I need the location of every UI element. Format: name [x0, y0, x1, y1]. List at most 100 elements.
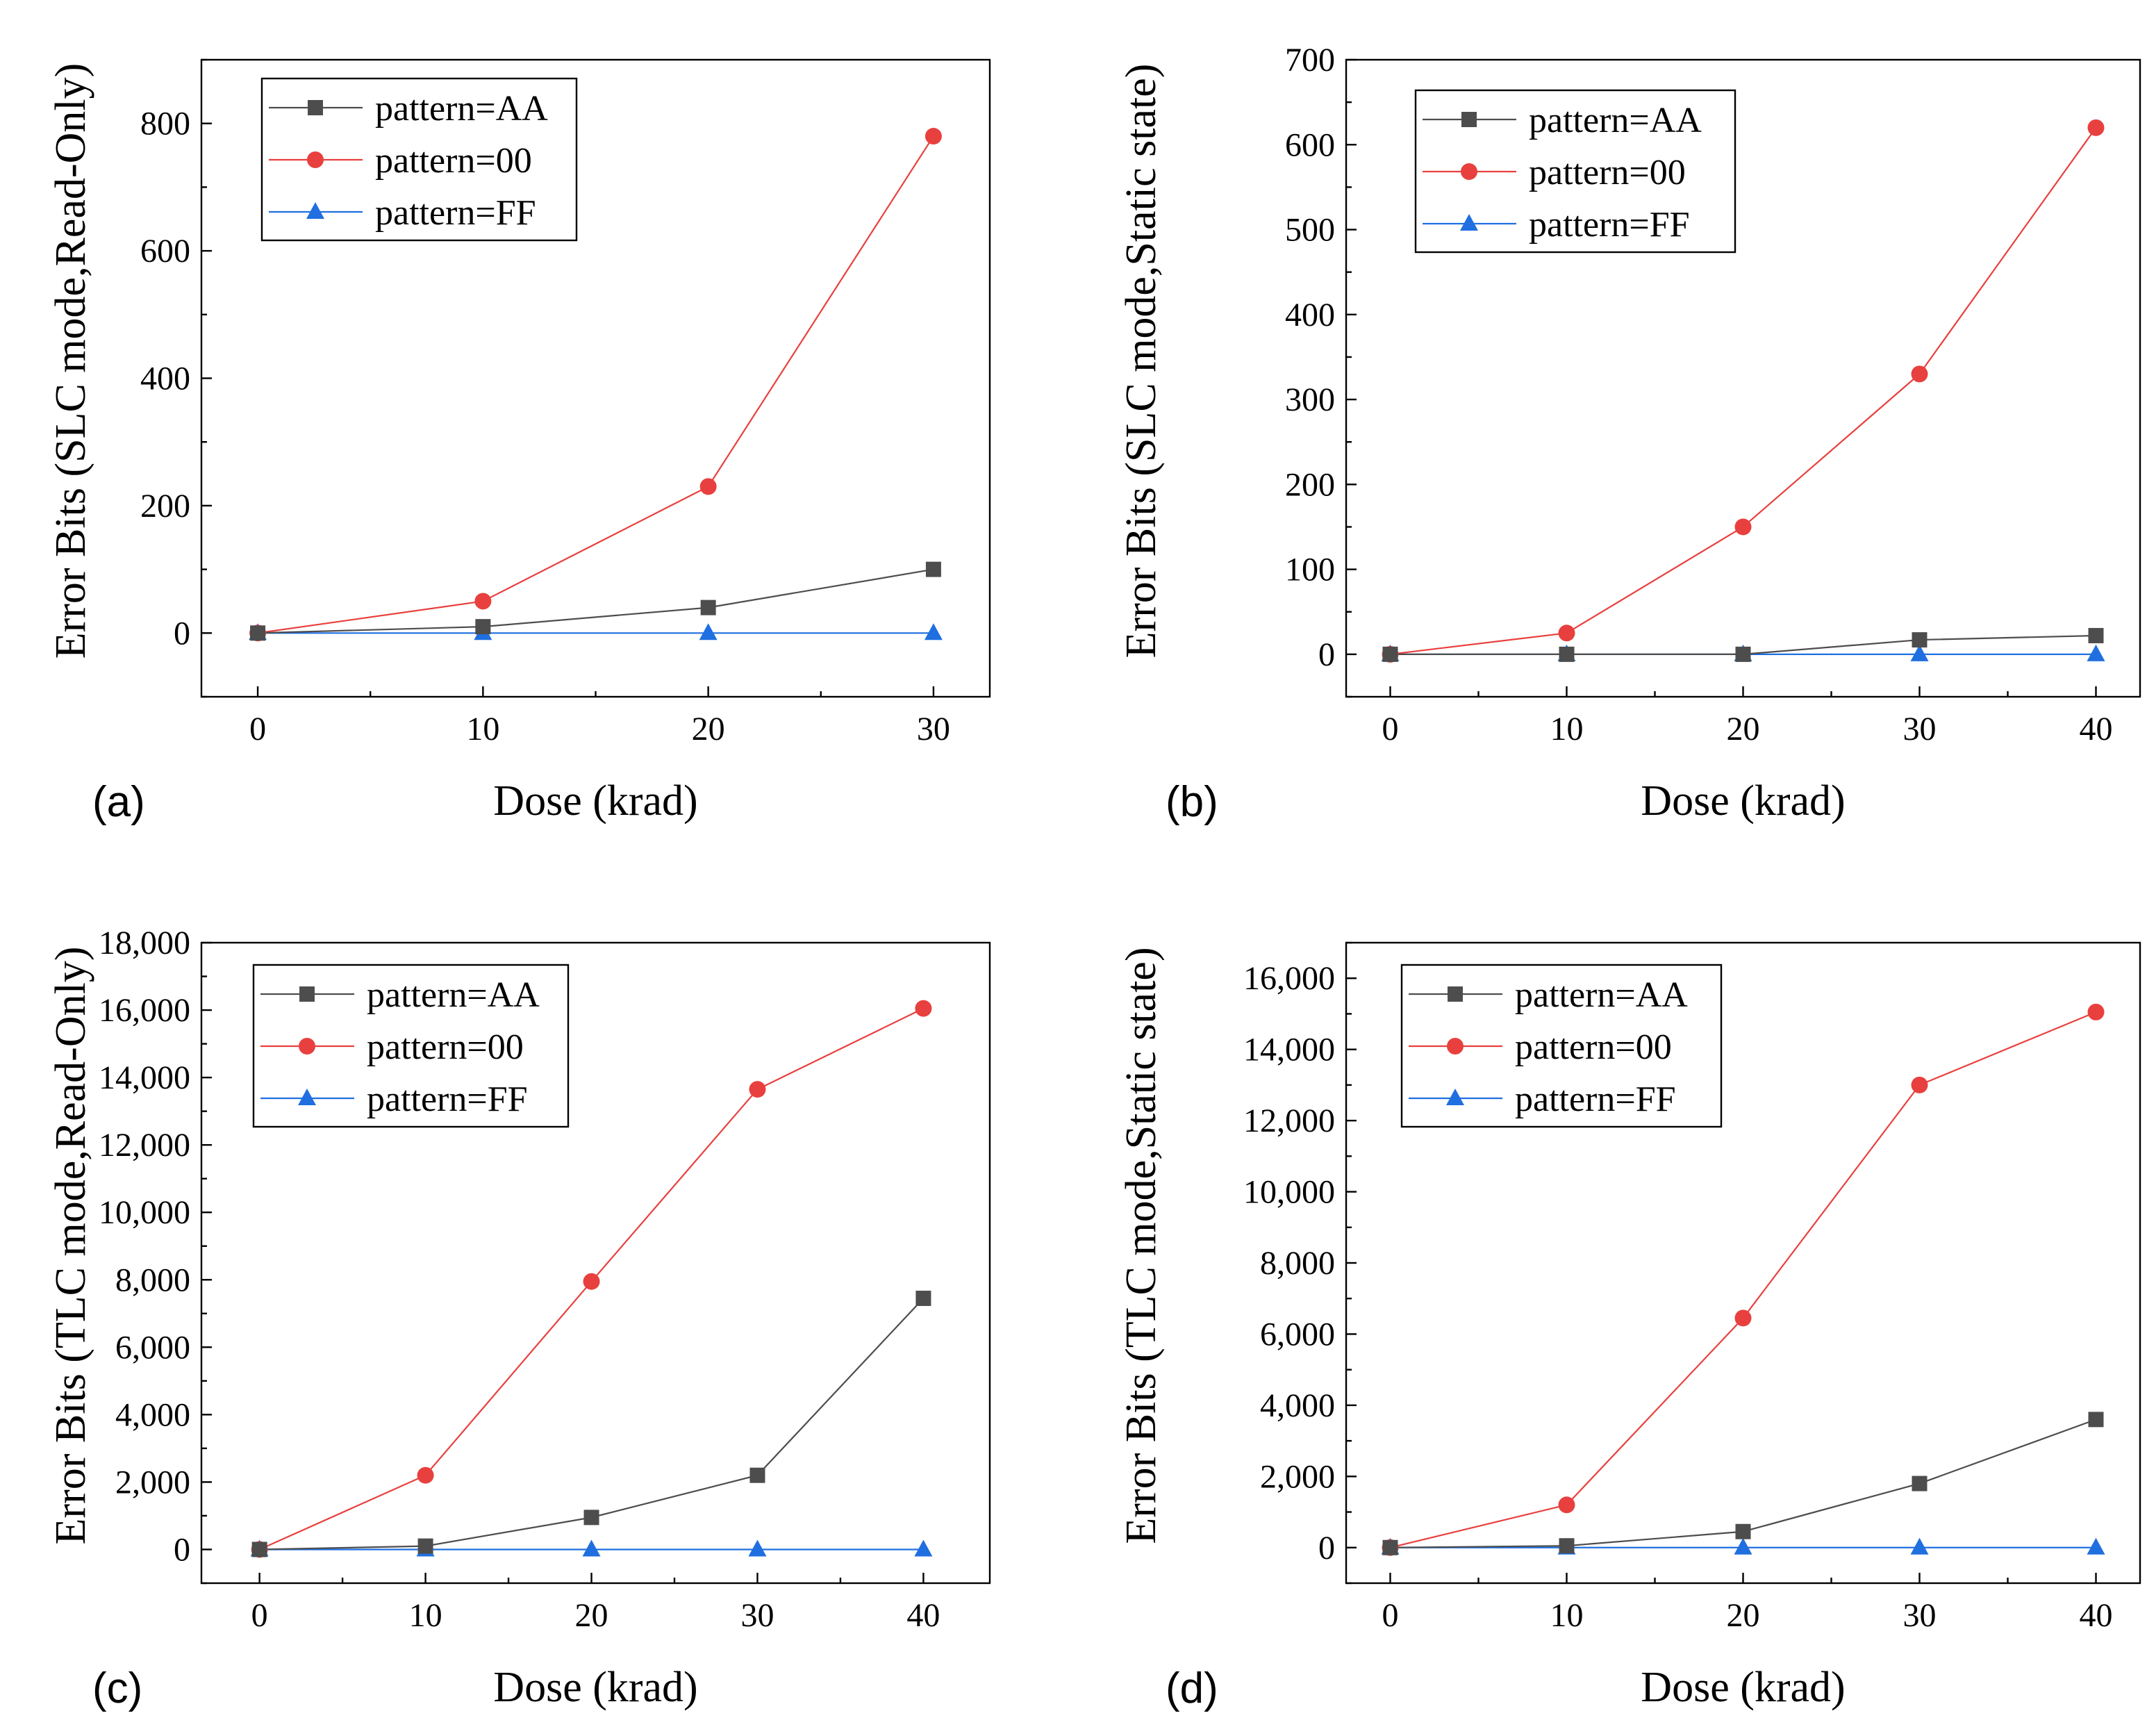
y-tick-label: 200 — [1285, 466, 1335, 503]
y-tick-label: 8,000 — [115, 1262, 190, 1298]
x-tick-label: 30 — [1903, 1597, 1937, 1634]
data-point-pattern-aa — [925, 561, 941, 577]
x-tick-label: 10 — [466, 711, 499, 747]
data-point-pattern-00 — [2087, 119, 2105, 136]
legend: pattern=AA pattern=00 pattern=FF — [252, 964, 570, 1128]
x-tick-label: 20 — [1727, 711, 1760, 747]
y-axis-label: Error Bits (SLC mode,Read-Only) — [47, 63, 94, 659]
y-tick-label: 16,000 — [99, 992, 190, 1029]
data-point-pattern-00 — [417, 1466, 434, 1484]
panel-label: (a) — [92, 778, 145, 826]
legend: pattern=AA pattern=00 pattern=FF — [1414, 89, 1736, 254]
data-point-pattern-00 — [749, 1081, 766, 1098]
y-tick-label: 14,000 — [99, 1059, 190, 1096]
data-point-pattern-aa — [475, 619, 491, 635]
y-tick-label: 2,000 — [1260, 1458, 1335, 1495]
legend-label: pattern=00 — [1529, 153, 1686, 192]
data-point-pattern-00 — [915, 1000, 932, 1017]
data-point-pattern-ff — [2087, 644, 2105, 661]
data-point-pattern-aa — [251, 1541, 267, 1557]
data-point-pattern-00 — [925, 128, 942, 145]
x-tick-label: 20 — [575, 1597, 608, 1634]
y-tick-label: 0 — [174, 1531, 190, 1568]
data-point-pattern-00 — [699, 478, 717, 495]
data-point-pattern-aa — [1912, 632, 1928, 648]
series-line-pattern-00 — [257, 135, 934, 634]
x-tick-label: 0 — [1382, 1597, 1399, 1634]
data-point-pattern-ff — [2087, 1537, 2105, 1555]
x-axis-label: Dose (krad) — [493, 777, 697, 825]
legend-marker — [1461, 163, 1477, 180]
y-tick-label: 16,000 — [1243, 960, 1335, 997]
data-point-pattern-aa — [1382, 1539, 1398, 1555]
x-tick-label: 40 — [906, 1597, 940, 1634]
data-point-pattern-00 — [1734, 1309, 1752, 1327]
legend-marker — [299, 986, 315, 1002]
legend-label: pattern=FF — [1515, 1080, 1676, 1119]
data-point-pattern-aa — [1382, 646, 1398, 662]
legend-label: pattern=00 — [375, 141, 532, 181]
data-point-pattern-aa — [1912, 1475, 1928, 1491]
y-tick-label: 700 — [1285, 42, 1335, 78]
data-point-pattern-00 — [1911, 365, 1928, 383]
y-tick-label: 10,000 — [1243, 1174, 1335, 1211]
y-tick-label: 8,000 — [1260, 1245, 1335, 1282]
y-tick-label: 400 — [140, 361, 190, 397]
panel-label: (d) — [1166, 1664, 1218, 1712]
legend-marker — [1446, 1089, 1464, 1105]
y-tick-label: 0 — [1318, 1530, 1335, 1566]
legend-marker — [299, 1038, 315, 1055]
y-tick-label: 14,000 — [1243, 1032, 1335, 1068]
data-point-pattern-aa — [2088, 1412, 2104, 1428]
data-point-pattern-00 — [2087, 1003, 2105, 1020]
data-point-pattern-ff — [1910, 1537, 1929, 1555]
y-tick-label: 18,000 — [99, 925, 190, 961]
legend-marker — [306, 202, 324, 219]
chart-panel-1: 0 10 20 30 0 200 400 600 800 Dose (krad) Error Bit… — [47, 58, 991, 826]
x-axis-label: Dose (krad) — [493, 1664, 697, 1711]
legend-marker — [1448, 986, 1463, 1002]
legend-marker — [1460, 214, 1478, 231]
x-tick-label: 40 — [2080, 711, 2113, 747]
data-point-pattern-aa — [915, 1290, 931, 1306]
data-point-pattern-00 — [1558, 1496, 1575, 1514]
y-tick-label: 400 — [1285, 297, 1335, 333]
data-point-pattern-aa — [583, 1510, 599, 1526]
data-point-pattern-aa — [1559, 646, 1575, 662]
y-tick-label: 200 — [140, 488, 190, 524]
data-point-pattern-00 — [1558, 625, 1575, 642]
y-tick-label: 600 — [1285, 126, 1335, 163]
y-tick-label: 4,000 — [115, 1396, 190, 1433]
y-tick-label: 12,000 — [1243, 1102, 1335, 1139]
y-tick-label: 2,000 — [115, 1464, 190, 1501]
data-point-pattern-ff — [924, 623, 943, 640]
x-tick-label: 0 — [1382, 711, 1399, 747]
chart-panel-3: 0 10 20 30 40 0 2,000 4,000 6,000 8,000 10,000 12,0… — [47, 925, 991, 1712]
x-tick-label: 20 — [1727, 1597, 1760, 1634]
data-point-pattern-aa — [2088, 627, 2104, 643]
data-point-pattern-aa — [1735, 646, 1751, 662]
legend-marker — [298, 1089, 316, 1105]
chart-panel-4: 0 10 20 30 40 0 2,000 4,000 6,000 8,000 10,000 12,0… — [1118, 941, 2141, 1712]
data-point-pattern-ff — [748, 1539, 767, 1557]
y-tick-label: 6,000 — [1260, 1316, 1335, 1353]
x-tick-label: 10 — [1550, 1597, 1584, 1634]
panel-label: (b) — [1166, 778, 1218, 826]
x-tick-label: 30 — [740, 1597, 774, 1634]
y-tick-label: 800 — [140, 106, 190, 142]
data-point-pattern-00 — [1734, 518, 1752, 536]
y-tick-label: 10,000 — [99, 1194, 190, 1231]
data-point-pattern-ff — [914, 1539, 933, 1557]
y-tick-label: 100 — [1285, 552, 1335, 588]
legend-label: pattern=FF — [1529, 205, 1690, 245]
x-tick-label: 30 — [917, 711, 950, 747]
series-line-pattern-aa — [258, 568, 934, 634]
y-tick-label: 500 — [1285, 212, 1335, 249]
x-tick-label: 0 — [249, 711, 266, 747]
x-tick-label: 10 — [409, 1597, 442, 1634]
legend-label: pattern=AA — [1515, 975, 1688, 1015]
legend-label: pattern=AA — [367, 975, 540, 1015]
legend-marker — [307, 151, 324, 168]
